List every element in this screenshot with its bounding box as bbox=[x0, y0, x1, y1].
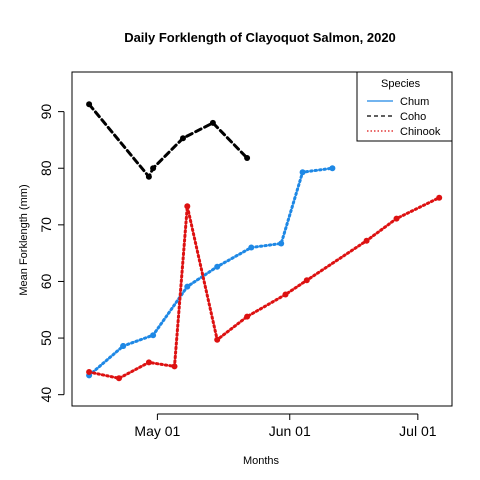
series-chum-point bbox=[299, 169, 306, 176]
plot-frame bbox=[71, 71, 453, 407]
series-chinook-point bbox=[282, 291, 289, 298]
series-chinook bbox=[86, 194, 443, 382]
y-tick-label: 60 bbox=[38, 273, 54, 289]
series-chinook-line bbox=[87, 196, 441, 380]
series-coho-point bbox=[180, 135, 186, 142]
series-chum-point bbox=[278, 240, 285, 247]
series-chum-point bbox=[248, 244, 255, 251]
series-chum-point bbox=[120, 343, 127, 349]
x-axis: May 01 Jun 01 Jul 01 bbox=[134, 413, 437, 439]
y-tick-label: 50 bbox=[38, 330, 54, 346]
series-chinook-point bbox=[244, 313, 251, 320]
series-coho-point bbox=[150, 165, 157, 172]
legend-title: Species bbox=[381, 78, 421, 90]
series-chum bbox=[86, 165, 336, 379]
x-tick-label: Jun 01 bbox=[269, 423, 311, 439]
series-chinook-point bbox=[393, 215, 400, 222]
series-chinook-point bbox=[145, 359, 152, 366]
series-chinook-point bbox=[171, 363, 178, 370]
series-coho-line bbox=[87, 102, 249, 179]
series-chinook-point bbox=[116, 375, 122, 382]
legend: Species Chum Coho Chinook bbox=[356, 71, 453, 142]
series-coho bbox=[86, 101, 251, 180]
series-coho-point bbox=[145, 173, 152, 180]
x-tick-label: May 01 bbox=[134, 423, 180, 439]
x-axis-label: Months bbox=[243, 455, 280, 467]
legend-coho-label: Coho bbox=[400, 111, 426, 123]
series-chinook-point bbox=[214, 336, 221, 343]
series-chum-point bbox=[329, 165, 336, 172]
legend-chinook-label: Chinook bbox=[400, 126, 441, 138]
x-tick-label: Jul 01 bbox=[399, 423, 437, 439]
legend-box bbox=[356, 71, 453, 142]
series-chinook-point bbox=[86, 369, 93, 375]
y-tick-label: 90 bbox=[38, 104, 54, 120]
chart-title: Daily Forklength of Clayoquot Salmon, 20… bbox=[124, 30, 396, 45]
series-chum-point bbox=[184, 283, 191, 290]
series-coho-point bbox=[244, 155, 251, 161]
series-layer bbox=[86, 101, 443, 382]
legend-chum-label: Chum bbox=[400, 96, 429, 108]
series-chinook-point bbox=[303, 277, 310, 284]
series-chum-point bbox=[150, 332, 157, 339]
y-axis: 40 50 60 70 80 90 bbox=[38, 104, 65, 403]
series-chinook-point bbox=[184, 203, 191, 210]
series-coho-point bbox=[86, 101, 93, 108]
y-tick-label: 70 bbox=[38, 217, 54, 233]
series-chum-point bbox=[214, 263, 221, 270]
y-tick-label: 80 bbox=[38, 160, 54, 176]
series-chinook-point bbox=[436, 194, 443, 201]
series-coho-point bbox=[209, 119, 216, 126]
series-chinook-point bbox=[363, 237, 370, 244]
y-axis-label: Mean Forklength (mm) bbox=[18, 184, 30, 295]
y-tick-label: 40 bbox=[38, 387, 54, 403]
